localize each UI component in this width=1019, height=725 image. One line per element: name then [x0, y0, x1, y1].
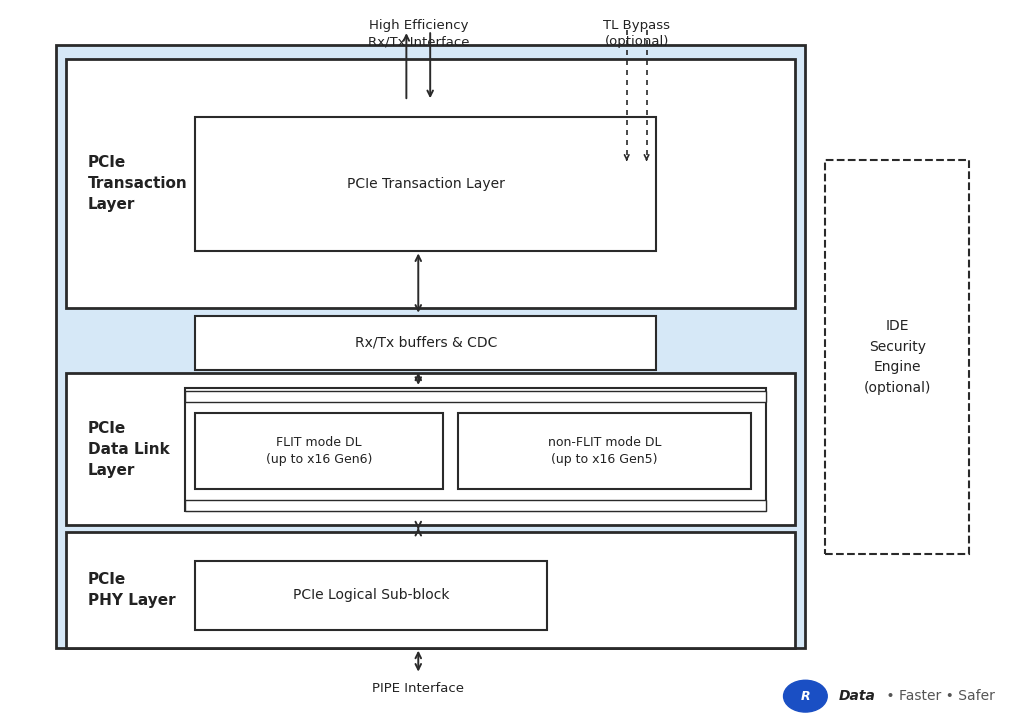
Text: Data: Data [839, 689, 876, 703]
Bar [66, 373, 796, 525]
Bar [195, 315, 656, 370]
Text: Rx/Tx buffers & CDC: Rx/Tx buffers & CDC [355, 336, 497, 349]
Bar [185, 388, 765, 510]
Text: PIPE Interface: PIPE Interface [372, 682, 465, 695]
Bar [56, 45, 805, 647]
Bar [185, 392, 765, 402]
Text: PCIe
Data Link
Layer: PCIe Data Link Layer [88, 420, 169, 478]
Text: IDE
Security
Engine
(optional): IDE Security Engine (optional) [863, 319, 931, 395]
Bar [195, 413, 443, 489]
Text: non-FLIT mode DL
(up to x16 Gen5): non-FLIT mode DL (up to x16 Gen5) [547, 436, 661, 466]
Bar [195, 117, 656, 251]
Text: R: R [801, 689, 810, 703]
Text: PCIe
Transaction
Layer: PCIe Transaction Layer [88, 155, 187, 212]
Bar [66, 59, 796, 308]
Bar [458, 413, 751, 489]
Text: • Faster • Safer: • Faster • Safer [881, 689, 995, 703]
Bar [825, 160, 969, 554]
Text: FLIT mode DL
(up to x16 Gen6): FLIT mode DL (up to x16 Gen6) [266, 436, 372, 466]
Bar [185, 500, 765, 510]
Text: PCIe Logical Sub-block: PCIe Logical Sub-block [292, 589, 449, 602]
Text: PCIe Transaction Layer: PCIe Transaction Layer [346, 177, 504, 191]
Bar [66, 532, 796, 647]
Circle shape [784, 680, 827, 712]
Text: High Efficiency
Rx/Tx Interface: High Efficiency Rx/Tx Interface [368, 20, 469, 49]
Text: PCIe
PHY Layer: PCIe PHY Layer [88, 572, 175, 608]
Bar [195, 561, 547, 630]
Text: TL Bypass
(optional): TL Bypass (optional) [603, 20, 671, 49]
